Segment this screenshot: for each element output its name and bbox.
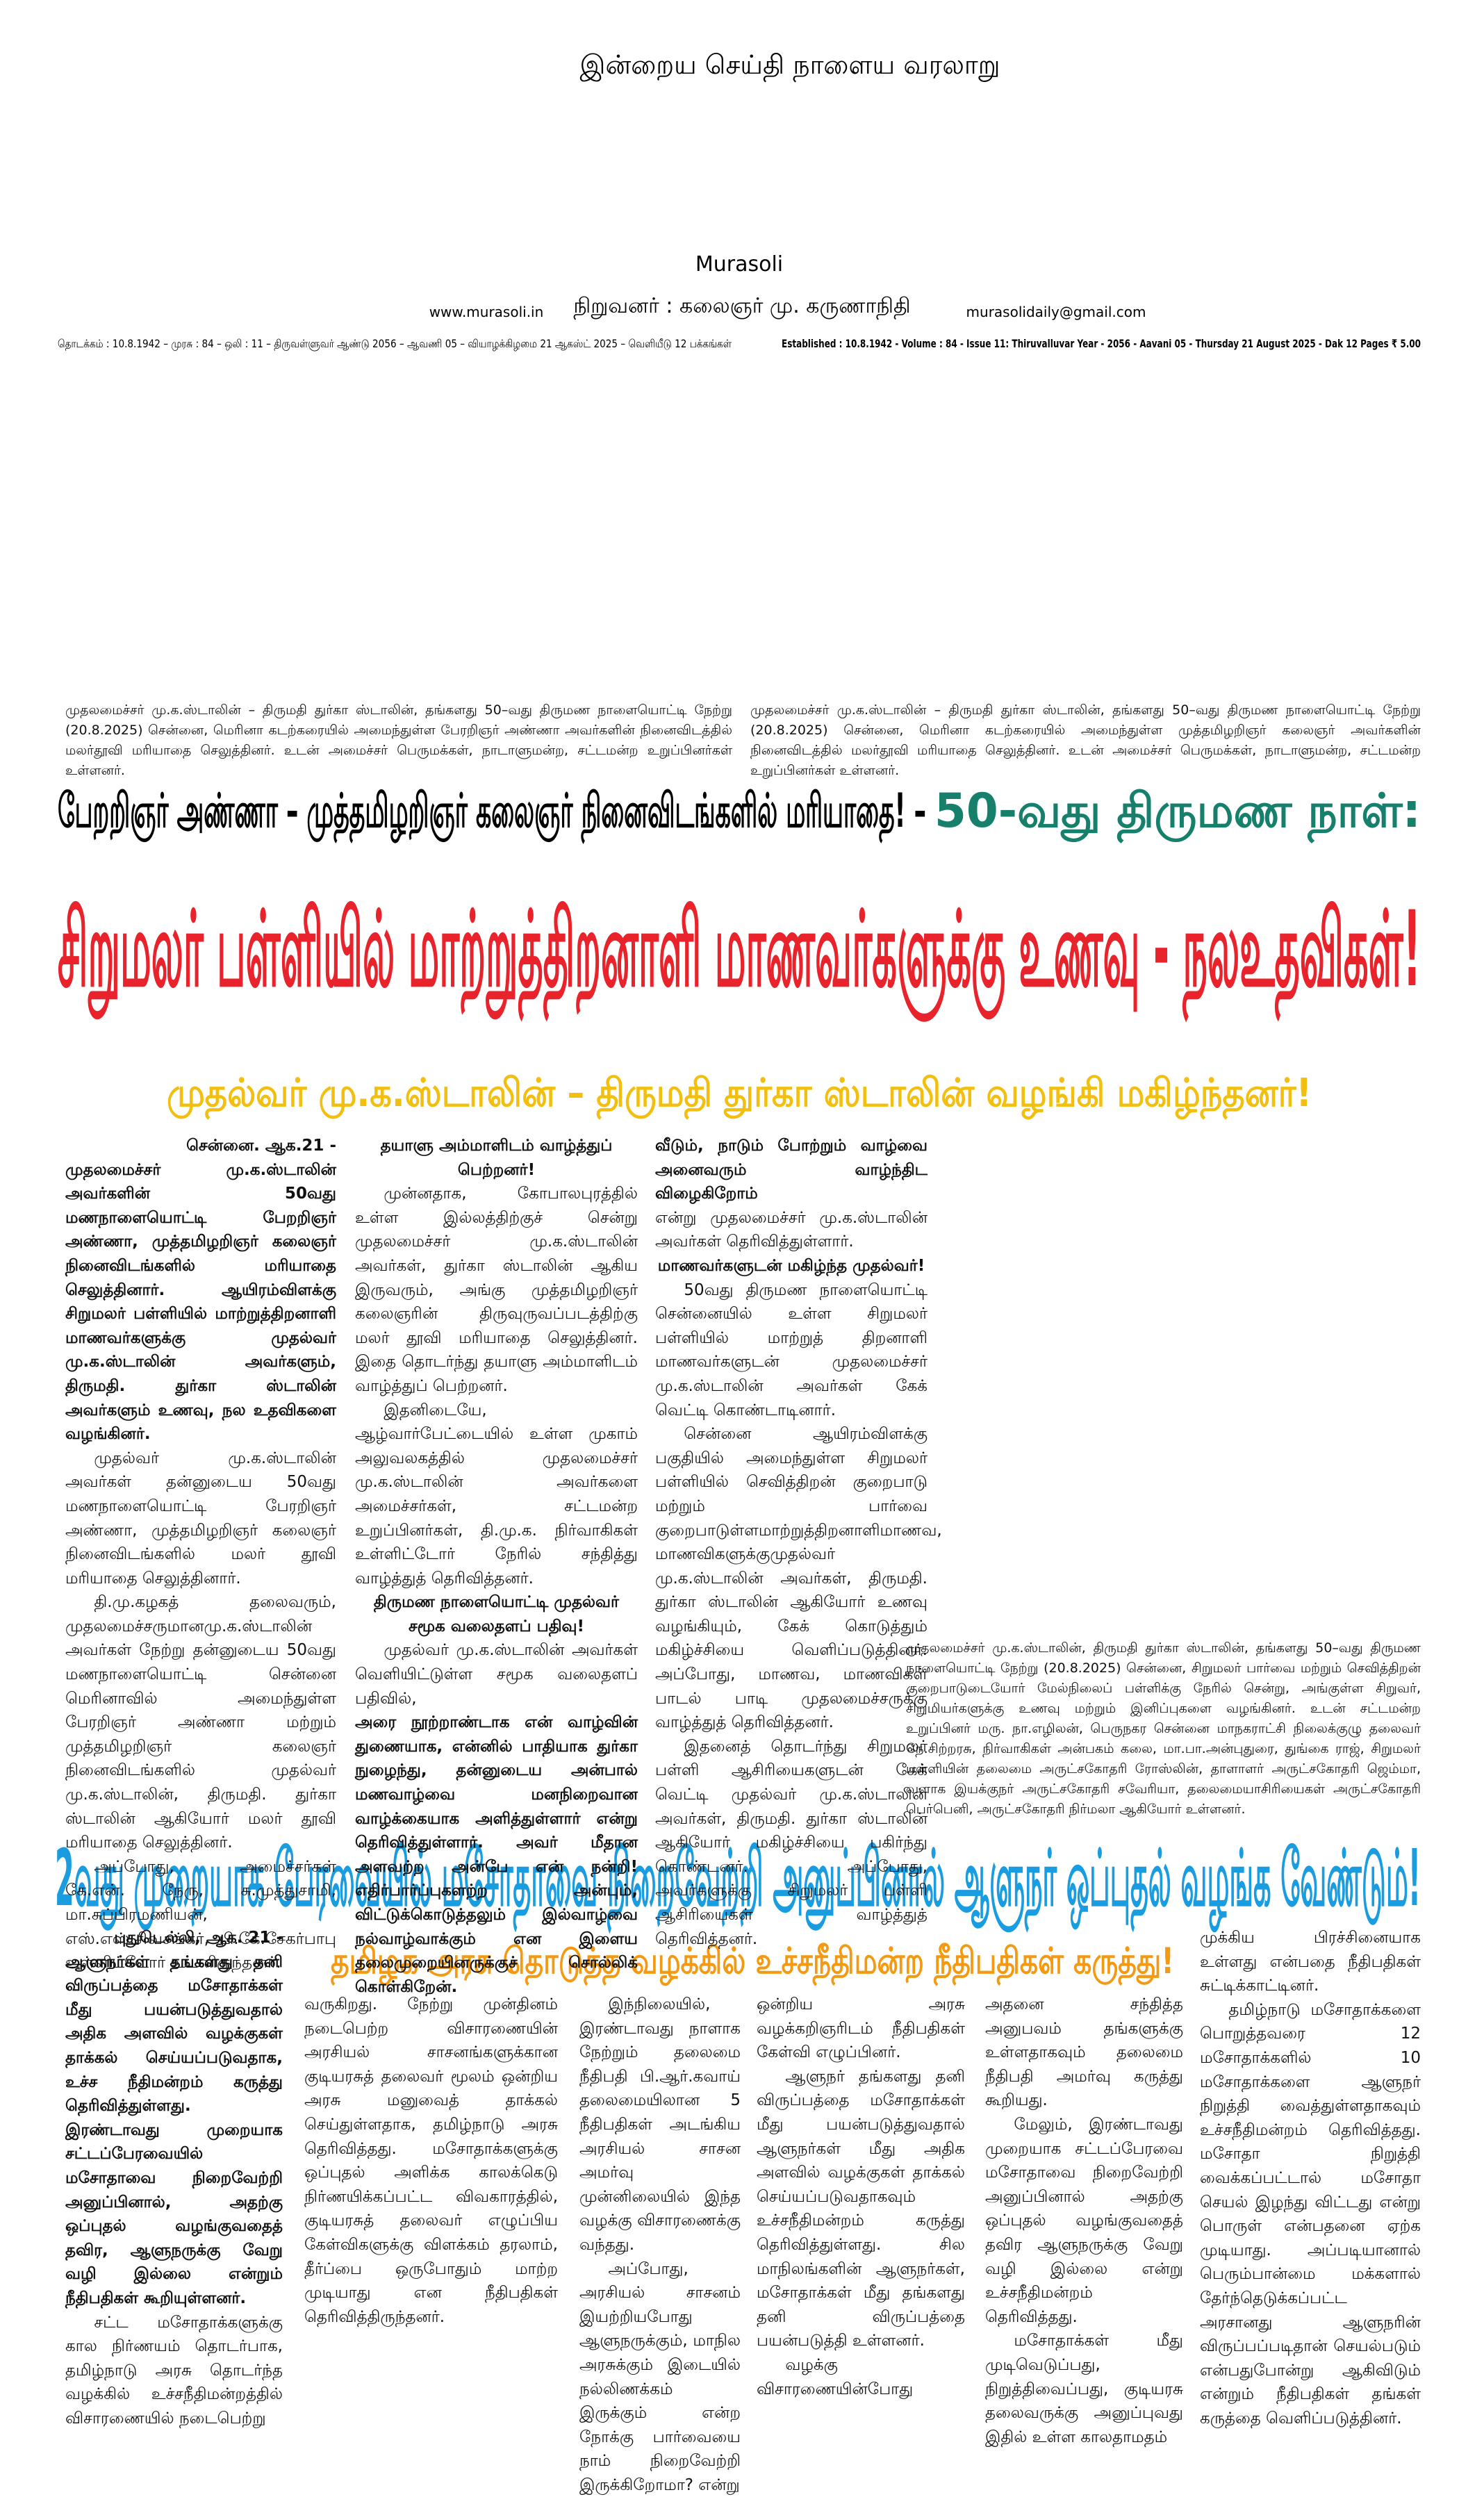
main-headline: சிறுமலர் பள்ளியில் மாற்றுத்திறனாளி மாணவர… [58,889,1421,1023]
paragraph: ஆளுநர்கள் தங்களது தனி விருப்பத்தை மசோதாக… [65,1952,283,2307]
paragraph: சட்ட மசோதாக்களுக்கு கால நிர்ணயம் தொடர்பா… [65,2313,283,2428]
text-column: வீடும், நாடும் போற்றும் வாழ்வை அனைவரும் … [655,1134,942,1951]
subheadline-2: தமிழக அரசு தொடுத்த வழக்கில் உச்சநீதிமன்ற… [331,1940,1174,1986]
paragraph: முதலமைச்சர் மு.க.ஸ்டாலின் அவர்களின் 50வத… [65,1160,336,1444]
paragraph: சென்னை ஆயிரம்விளக்கு பகுதியில் அமைந்துள்… [655,1425,942,1732]
paragraph: சென்னை. ஆக.21 - [186,1137,336,1155]
text-column: தயாளு அம்மாளிடம் வாழ்த்துப் பெற்றனர்! முன… [355,1134,638,1999]
photo-caption: முதலமைச்சர் மு.க.ஸ்டாலின், திருமதி துர்க… [906,1640,1421,1817]
paragraph: என்று முதலமைச்சர் மு.க.ஸ்டாலின் அவர்கள் … [655,1208,928,1251]
paragraph: இதனிடையே, ஆழ்வார்பேட்டையில் உள்ள முகாம் … [355,1401,638,1588]
newspaper-page: இன்றைய செய்தி நாளைய வரலாறு Murasoli நிறு… [55,49,1421,2494]
paragraph: வழக்கு விசாரணையின்போது [757,2355,914,2398]
paragraph: தமிழ்நாடு மசோதாக்களை பொறுத்தவரை 12 மசோதா… [1200,2000,1421,2428]
paragraph: தயாளு அம்மாளிடம் வாழ்த்துப் பெற்றனர்! [380,1137,613,1179]
text-column: சென்னை. ஆக.21 - முதலமைச்சர் மு.க.ஸ்டாலின்… [65,1134,336,1975]
paragraph: மேலும், இரண்டாவது முறையாக சட்டப்பேரவை மச… [985,2115,1183,2326]
tagline: இன்றைய செய்தி நாளைய வரலாறு [579,49,1000,83]
masthead-name: Murasoli [695,252,783,277]
paragraph: முன்னதாக, கோபாலபுரத்தில் உள்ள இல்லத்திற்… [355,1185,638,1395]
paragraph: தி.மு.கழகத் தலைவரும், முதலமைச்சருமானமு.க… [65,1593,336,1852]
paragraph: முதல்வர் மு.க.ஸ்டாலின் அவர்கள் வெளியிட்ட… [355,1641,638,1708]
kicker-highlight: 50-வது திருமண நாள்: [934,784,1421,844]
founder: நிறுவனர் : கலைஞர் மு. கருணாநிதி [573,294,910,320]
kicker: பேறறிஞர் அண்ணா – முத்தமிழறிஞர் கலைஞர் நி… [58,784,926,844]
text-column: புதுடெல்லி, ஆக. 21 - ஆளுநர்கள் தங்களது தன… [65,1926,283,2430]
page-graphics: இன்றைய செய்தி நாளைய வரலாறு Murasoli நிறு… [55,49,1421,1986]
issue-info-english: Established : 10.8.1942 - Volume : 84 - … [782,337,1421,350]
paragraph: திருமண நாளையொட்டி முதல்வர் சமூக வலைதளப் … [373,1593,620,1635]
paragraph: அப்போது, அமைச்சர்கள் கே.என். நேரு, சு.மு… [65,1857,336,1972]
issue-info-tamil: தொடக்கம் : 10.8.1942 – முரசு : 84 – ஒலி … [58,337,732,351]
photo-caption: முதலமைச்சர் மு.க.ஸ்டாலின் – திருமதி துர்… [65,702,732,778]
paragraph: முக்கிய பிரச்சினையாக உள்ளது என்பதை நீதிப… [1200,1929,1421,1995]
text-column: ஒன்றிய அரசு வழக்கறிஞரிடம் நீதிபதிகள் கேள… [757,1993,965,2401]
paragraph: வருகிறது. நேற்று முன்தினம் நடைபெற்ற விசா… [304,1995,558,2326]
email: murasolidaily@gmail.com [966,304,1146,320]
paragraph: புதுடெல்லி, ஆக. 21 - [114,1929,283,1947]
paragraph: அப்போது, அரசியல் சாசனம் இயற்றியபோது ஆளுந… [579,2259,741,2494]
paragraph: மசோதாக்கள் மீது முடிவெடுப்பது, நிறுத்திவ… [985,2332,1183,2446]
paragraph: அதனை சந்தித்த அனுபவம் தங்களுக்கு உள்ளதாக… [985,1995,1183,2110]
paragraph: 50வது திருமண நாளையொட்டி சென்னையில் உள்ள … [655,1280,928,1419]
text-column: அதனை சந்தித்த அனுபவம் தங்களுக்கு உள்ளதாக… [985,1993,1183,2449]
subheadline: முதல்வர் மு.க.ஸ்டாலின் – திருமதி துர்கா … [167,1071,1312,1121]
paragraph: ஒன்றிய அரசு வழக்கறிஞரிடம் நீதிபதிகள் கேள… [757,1995,965,2062]
text-column: இந்நிலையில், இரண்டாவது நாளாக நேற்றும் தல… [579,1993,741,2497]
paragraph: ஆளுநர் தங்களது தனி விருப்பத்தை மசோதாக்கள… [757,2067,965,2350]
headline-2: 2வது முறையாக பேரவையில் மசோதாவை நிறைவேற்ற… [55,1833,1421,1934]
paragraph: வீடும், நாடும் போற்றும் வாழ்வை அனைவரும் … [655,1137,928,1203]
photo-caption: முதலமைச்சர் மு.க.ஸ்டாலின் – திருமதி துர்… [750,702,1421,778]
paragraph: முதல்வர் மு.க.ஸ்டாலின் அவர்கள் தன்னுடைய … [65,1449,336,1588]
text-column: முக்கிய பிரச்சினையாக உள்ளது என்பதை நீதிப… [1200,1926,1421,2430]
paragraph: இந்நிலையில், இரண்டாவது நாளாக நேற்றும் தல… [579,1995,741,2254]
text-column: வருகிறது. நேற்று முன்தினம் நடைபெற்ற விசா… [304,1993,558,2329]
website: www.murasoli.in [429,304,544,320]
page: Murasoli { "header": { "tagline": "இன்றை… [55,49,1421,2494]
paragraph: மாணவர்களுடன் மகிழ்ந்த முதல்வர்! [657,1256,925,1275]
paragraph: அரை நூற்றாண்டாக என் வாழ்வின் துணையாக, என… [355,1713,638,1996]
paragraph: இதனைத் தொடர்ந்து சிறுமலர் பள்ளி ஆசிரியைக… [655,1737,928,1948]
